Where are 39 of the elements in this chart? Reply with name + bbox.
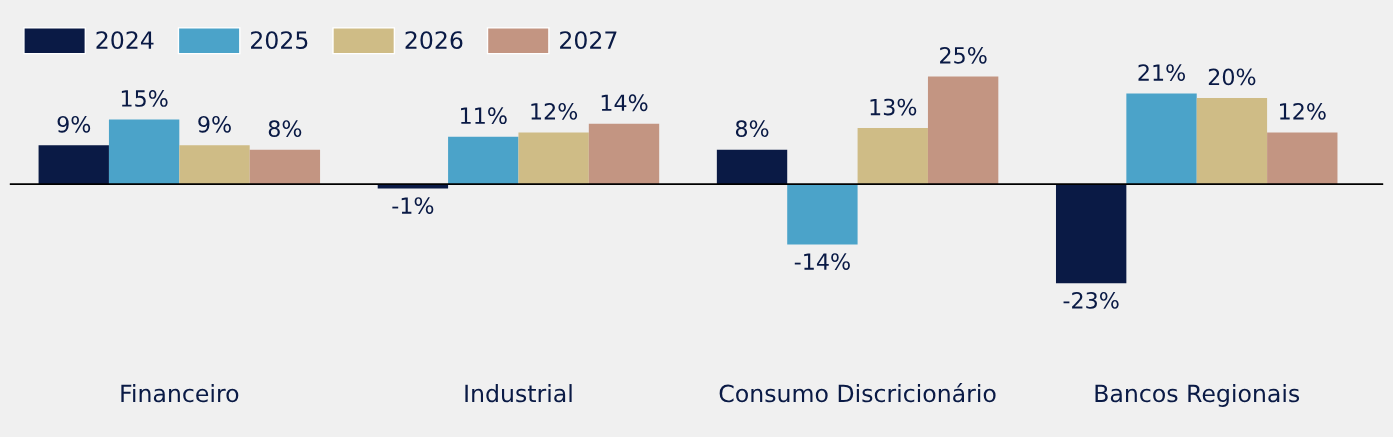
data-label: 25% — [940, 46, 987, 64]
x-tick-label: Industrial — [465, 384, 572, 403]
bar — [1055, 184, 1127, 284]
data-label: 15% — [121, 90, 168, 107]
data-label: 20% — [1208, 68, 1256, 86]
x-tick-label: Bancos Regionais — [1095, 384, 1300, 407]
bar — [448, 136, 519, 185]
bar — [1196, 97, 1268, 185]
bar — [1267, 132, 1338, 185]
bar — [518, 132, 589, 185]
data-label: -23% — [1063, 291, 1119, 309]
x-tick-label: Financeiro — [121, 384, 239, 403]
legend-label: 2024 — [96, 31, 154, 49]
legend-label: 2027 — [560, 31, 617, 49]
data-label: 21% — [1138, 64, 1186, 81]
bar — [249, 149, 321, 185]
bar — [787, 184, 858, 245]
legend-label: 2026 — [405, 31, 463, 49]
bar — [38, 145, 109, 185]
bar — [716, 149, 788, 185]
data-label: 14% — [601, 94, 648, 112]
data-label: 11% — [461, 107, 507, 125]
bar — [1126, 93, 1197, 185]
data-label: 8% — [735, 120, 769, 138]
data-label: 9% — [57, 115, 91, 133]
legend-label: 2025 — [251, 31, 308, 49]
data-label: -1% — [392, 197, 434, 214]
bar — [179, 145, 250, 185]
data-label: 13% — [870, 98, 917, 116]
bar — [857, 128, 928, 185]
data-label: 12% — [531, 102, 578, 120]
data-label: 9% — [198, 115, 231, 133]
bar — [588, 123, 660, 185]
data-label: 8% — [268, 120, 302, 138]
bar — [108, 119, 180, 185]
bar — [927, 76, 999, 185]
data-label: -14% — [794, 253, 850, 270]
x-tick-label: Consumo Discricionário — [719, 383, 996, 403]
data-label: 12% — [1280, 102, 1326, 120]
